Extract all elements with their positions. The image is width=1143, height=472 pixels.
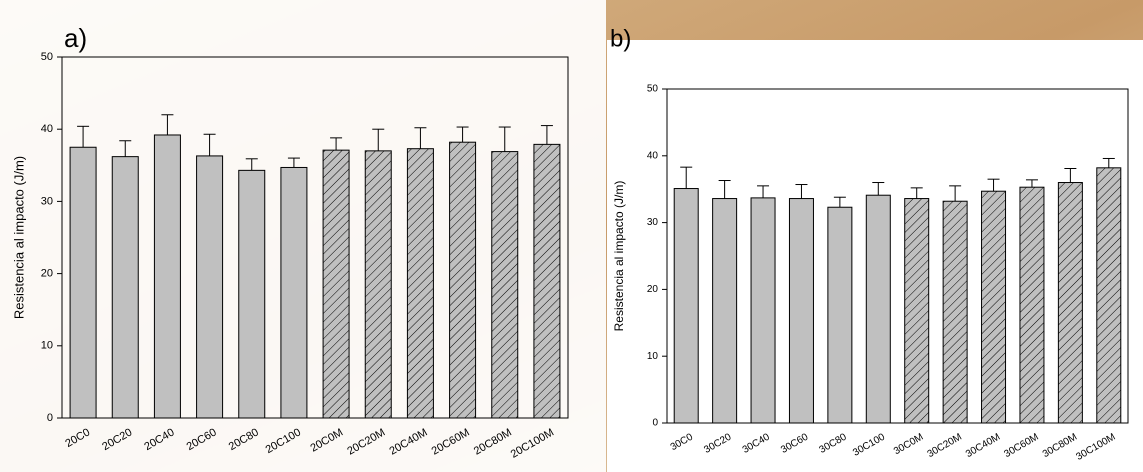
bar <box>406 148 434 419</box>
bar <box>712 198 738 424</box>
y-axis-label: Resistencia al impacto (J/m) <box>612 181 626 332</box>
y-tick-label: 50 <box>41 51 53 63</box>
plot-frame <box>61 56 569 419</box>
bar <box>364 150 392 419</box>
y-tick-label: 30 <box>647 217 659 228</box>
bar <box>533 143 561 419</box>
panel-label: a) <box>64 23 87 53</box>
y-tick-label: 10 <box>647 351 659 362</box>
bar <box>1096 167 1122 424</box>
bar <box>238 169 266 419</box>
y-tick-label: 10 <box>41 340 53 352</box>
bar <box>788 198 814 424</box>
y-tick-label: 20 <box>647 284 659 295</box>
y-tick-label: 0 <box>47 412 53 424</box>
bar <box>491 151 519 419</box>
y-tick-label: 30 <box>41 195 53 207</box>
y-tick-label: 20 <box>41 268 53 280</box>
bar <box>673 188 699 424</box>
bar <box>449 141 477 419</box>
bar <box>1057 182 1083 424</box>
bar <box>280 166 308 419</box>
y-axis-label: Resistencia al impacto (J/m) <box>11 156 26 319</box>
bar <box>69 146 97 419</box>
y-tick-label: 0 <box>652 418 658 429</box>
panel-label: b) <box>610 25 631 52</box>
bar <box>981 190 1007 424</box>
plot-frame <box>666 88 1129 424</box>
bar <box>904 198 930 424</box>
bar <box>750 197 776 424</box>
y-tick-label: 50 <box>647 84 659 95</box>
bar <box>322 149 350 419</box>
bar <box>153 134 181 419</box>
bar <box>827 206 853 424</box>
bar <box>1019 186 1045 424</box>
bar <box>196 155 224 419</box>
bar <box>865 194 891 424</box>
y-tick-label: 40 <box>647 150 659 161</box>
bar <box>111 156 139 419</box>
y-tick-label: 40 <box>41 123 53 135</box>
bar <box>942 200 968 424</box>
